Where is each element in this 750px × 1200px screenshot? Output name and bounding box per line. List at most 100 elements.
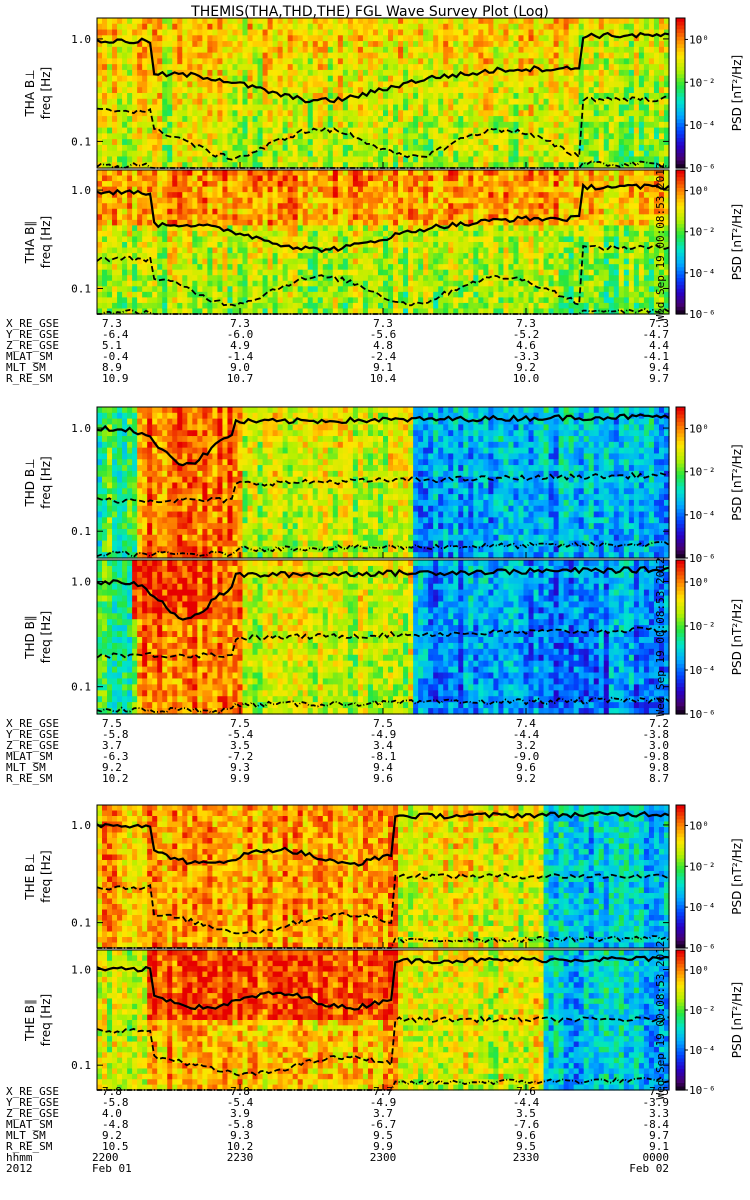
spectrogram-cell <box>112 286 118 292</box>
spectrogram-cell <box>523 122 529 128</box>
spectrogram-cell <box>268 105 274 111</box>
spectrogram-cell <box>398 53 404 59</box>
spectrogram-cell <box>117 209 123 215</box>
spectrogram-cell <box>398 122 404 128</box>
spectrogram-cell <box>594 122 600 128</box>
spectrogram-cell <box>102 24 108 30</box>
spectrogram-cell <box>333 35 339 41</box>
spectrogram-cell <box>413 128 419 134</box>
spectrogram-cell <box>393 156 399 162</box>
spectrogram-cell <box>97 151 103 157</box>
spectrogram-cell <box>182 214 188 220</box>
spectrogram-cell <box>413 93 419 99</box>
spectrogram-cell <box>232 270 238 276</box>
spectrogram-cell <box>594 87 600 93</box>
spectrogram-cell <box>513 133 519 139</box>
spectrogram-cell <box>488 116 494 122</box>
spectrogram-cell <box>323 41 329 47</box>
spectrogram-cell <box>523 116 529 122</box>
spectrogram-cell <box>343 122 349 128</box>
spectrogram-cell <box>237 209 243 215</box>
spectrogram-cell <box>428 99 434 105</box>
spectrogram-cell <box>393 292 399 298</box>
spectrogram-cell <box>473 198 479 204</box>
spectrogram-cell <box>328 214 334 220</box>
spectrogram-cell <box>539 105 545 111</box>
spectrogram-cell <box>458 41 464 47</box>
spectrogram-cell <box>117 264 123 270</box>
spectrogram-cell <box>433 231 439 237</box>
spectrogram-cell <box>453 192 459 198</box>
spectrogram-cell <box>167 156 173 162</box>
spectrogram-cell <box>207 58 213 64</box>
spectrogram-cell <box>303 58 309 64</box>
spectrogram-cell <box>534 35 540 41</box>
spectrogram-cell <box>217 231 223 237</box>
spectrogram-cell <box>288 70 294 76</box>
spectrogram-cell <box>393 47 399 53</box>
spectrogram-cell <box>212 264 218 270</box>
spectrogram-cell <box>604 156 610 162</box>
spectrogram-cell <box>619 156 625 162</box>
spectrogram-cell <box>187 270 193 276</box>
spectrogram-cell <box>473 87 479 93</box>
spectrogram-cell <box>448 170 454 176</box>
spectrogram-cell <box>393 176 399 182</box>
spectrogram-cell <box>433 286 439 292</box>
spectrogram-cell <box>162 24 168 30</box>
spectrogram-cell <box>268 151 274 157</box>
spectrogram-cell <box>428 286 434 292</box>
spectrogram-cell <box>604 53 610 59</box>
spectrogram-cell <box>328 53 334 59</box>
spectrogram-cell <box>448 297 454 303</box>
spectrogram-cell <box>448 116 454 122</box>
spectrogram-cell <box>523 105 529 111</box>
spectrogram-cell <box>559 87 565 93</box>
spectrogram-cell <box>438 81 444 87</box>
spectrogram-cell <box>207 236 213 242</box>
spectrogram-cell <box>584 145 590 151</box>
spectrogram-cell <box>358 214 364 220</box>
spectrogram-cell <box>408 122 414 128</box>
spectrogram-cell <box>237 41 243 47</box>
spectrogram-cell <box>388 128 394 134</box>
spectrogram-cell <box>443 187 449 193</box>
spectrogram-cell <box>518 156 524 162</box>
spectrogram-cell <box>172 286 178 292</box>
spectrogram-cell <box>107 35 113 41</box>
spectrogram-cell <box>323 192 329 198</box>
spectrogram-cell <box>298 64 304 70</box>
spectrogram-cell <box>453 58 459 64</box>
spectrogram-cell <box>268 81 274 87</box>
spectrogram-cell <box>112 220 118 226</box>
spectrogram-cell <box>438 170 444 176</box>
spectrogram-cell <box>253 116 259 122</box>
spectrogram-cell <box>268 70 274 76</box>
spectrogram-cell <box>418 87 424 93</box>
spectrogram-cell <box>298 270 304 276</box>
spectrogram-cell <box>378 231 384 237</box>
spectrogram-cell <box>202 105 208 111</box>
spectrogram-cell <box>368 110 374 116</box>
spectrogram-cell <box>393 259 399 265</box>
spectrogram-cell <box>263 303 269 309</box>
spectrogram-cell <box>378 156 384 162</box>
spectrogram-cell <box>518 105 524 111</box>
spectrogram-cell <box>172 58 178 64</box>
spectrogram-cell <box>388 122 394 128</box>
spectrogram-cell <box>398 253 404 259</box>
spectrogram-cell <box>574 99 580 105</box>
spectrogram-cell <box>493 116 499 122</box>
spectrogram-cell <box>202 192 208 198</box>
spectrogram-cell <box>243 110 249 116</box>
spectrogram-cell <box>403 242 409 248</box>
spectrogram-cell <box>187 203 193 209</box>
spectrogram-cell <box>137 181 143 187</box>
spectrogram-cell <box>187 281 193 287</box>
spectrogram-cell <box>398 192 404 198</box>
spectrogram-cell <box>353 87 359 93</box>
spectrogram-cell <box>318 176 324 182</box>
spectrogram-cell <box>453 122 459 128</box>
spectrogram-cell <box>413 58 419 64</box>
spectrogram-cell <box>162 47 168 53</box>
